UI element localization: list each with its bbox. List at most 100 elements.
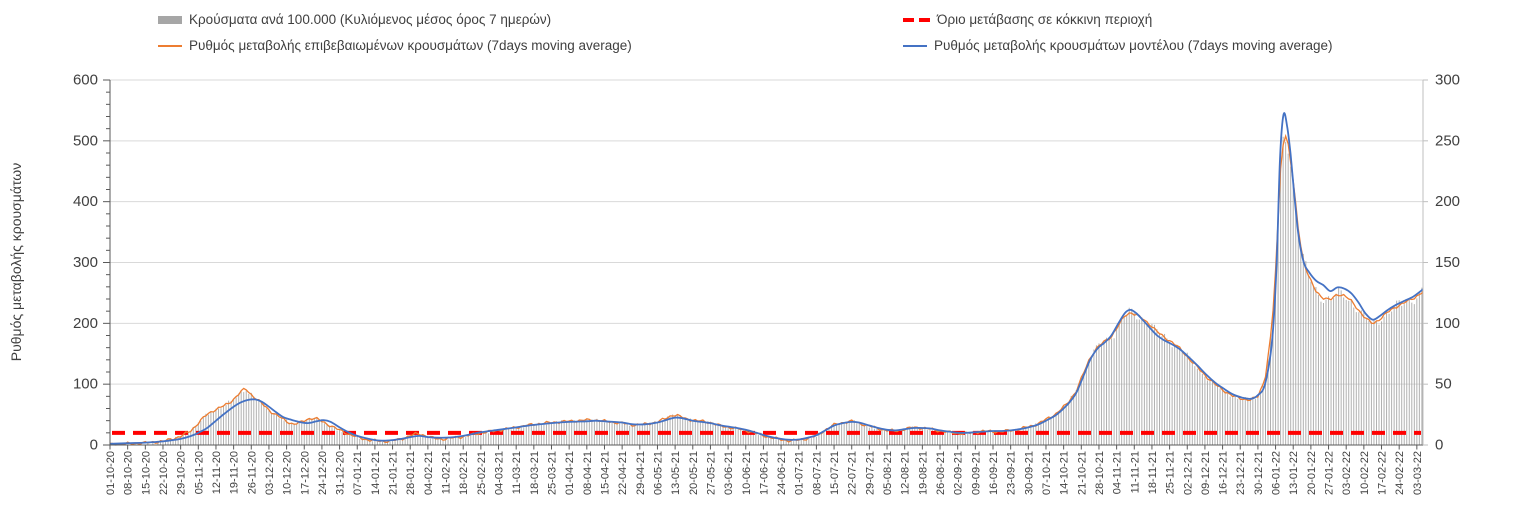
blue-line-swatch-icon	[903, 44, 927, 47]
svg-text:30-09-21: 30-09-21	[1023, 451, 1035, 495]
svg-text:250: 250	[1435, 132, 1460, 149]
svg-text:03-12-20: 03-12-20	[264, 451, 276, 495]
svg-text:27-05-21: 27-05-21	[705, 451, 717, 495]
svg-text:10-06-21: 10-06-21	[741, 451, 753, 495]
svg-text:06-01-22: 06-01-22	[1271, 451, 1283, 495]
svg-text:150: 150	[1435, 254, 1460, 271]
svg-text:11-02-21: 11-02-21	[441, 451, 453, 494]
svg-text:19-11-20: 19-11-20	[229, 451, 241, 494]
svg-text:08-10-20: 08-10-20	[123, 451, 135, 495]
svg-text:03-02-22: 03-02-22	[1341, 451, 1353, 495]
svg-text:300: 300	[1435, 72, 1460, 89]
svg-text:20-01-22: 20-01-22	[1306, 451, 1318, 495]
svg-text:29-10-20: 29-10-20	[176, 451, 188, 495]
svg-text:22-07-21: 22-07-21	[847, 451, 859, 495]
legend-label-model: Ρυθμός μεταβολής κρουσμάτων μοντέλου (7d…	[934, 38, 1333, 53]
svg-text:15-10-20: 15-10-20	[140, 451, 152, 495]
x-axis: 01-10-20 08-10-20 15-10-20 22-10-20 29-10-20…	[105, 445, 1424, 495]
svg-text:600: 600	[73, 72, 98, 89]
svg-text:03-03-22: 03-03-22	[1412, 451, 1424, 495]
gridlines	[110, 79, 1423, 385]
svg-text:26-11-20: 26-11-20	[246, 451, 258, 494]
svg-text:01-04-21: 01-04-21	[564, 451, 576, 495]
svg-text:04-11-21: 04-11-21	[1112, 451, 1124, 494]
legend-item-model: Ρυθμός μεταβολής κρουσμάτων μοντέλου (7d…	[903, 38, 1333, 53]
svg-text:12-11-20: 12-11-20	[211, 451, 223, 494]
y-axis-left: 0 100 200 300 400 500 600	[73, 72, 110, 454]
svg-text:13-05-21: 13-05-21	[670, 451, 682, 495]
svg-text:100: 100	[1435, 315, 1460, 332]
svg-text:19-08-21: 19-08-21	[917, 451, 929, 495]
legend-label-bars: Κρούσματα ανά 100.000 (Κυλιόμενος μέσος …	[189, 12, 552, 27]
svg-text:22-04-21: 22-04-21	[617, 451, 629, 495]
svg-text:50: 50	[1435, 376, 1452, 393]
red-dash-swatch-icon	[903, 17, 930, 22]
svg-text:23-12-21: 23-12-21	[1235, 451, 1247, 495]
svg-text:10-02-22: 10-02-22	[1359, 451, 1371, 495]
svg-text:0: 0	[90, 437, 98, 454]
svg-text:18-11-21: 18-11-21	[1147, 451, 1159, 494]
svg-text:09-09-21: 09-09-21	[970, 451, 982, 495]
svg-text:09-12-21: 09-12-21	[1200, 451, 1212, 495]
legend-label-threshold: Όριο μετάβασης σε κόκκινη περιοχή	[937, 12, 1153, 27]
svg-text:300: 300	[73, 254, 98, 271]
svg-text:0: 0	[1435, 437, 1443, 454]
svg-text:02-09-21: 02-09-21	[953, 451, 965, 495]
svg-text:12-08-21: 12-08-21	[900, 451, 912, 495]
svg-text:200: 200	[73, 315, 98, 332]
svg-text:06-05-21: 06-05-21	[652, 451, 664, 495]
svg-text:17-12-20: 17-12-20	[299, 451, 311, 495]
svg-text:22-10-20: 22-10-20	[158, 451, 170, 495]
y-axis-title: Ρυθμός μεταβολής κρουσμάτων	[8, 162, 24, 362]
svg-text:04-03-21: 04-03-21	[494, 451, 506, 495]
svg-text:24-06-21: 24-06-21	[776, 451, 788, 495]
orange-line-swatch-icon	[158, 44, 182, 47]
svg-text:100: 100	[73, 376, 98, 393]
svg-text:28-10-21: 28-10-21	[1094, 451, 1106, 495]
svg-text:14-01-21: 14-01-21	[370, 451, 382, 495]
svg-text:08-04-21: 08-04-21	[582, 451, 594, 495]
svg-text:02-12-21: 02-12-21	[1182, 451, 1194, 495]
legend-item-threshold: Όριο μετάβασης σε κόκκινη περιοχή	[903, 12, 1152, 27]
svg-text:11-03-21: 11-03-21	[511, 451, 523, 494]
svg-text:14-10-21: 14-10-21	[1059, 451, 1071, 495]
svg-text:11-11-21: 11-11-21	[1129, 451, 1141, 493]
svg-text:21-10-21: 21-10-21	[1076, 451, 1088, 495]
svg-text:13-01-22: 13-01-22	[1288, 451, 1300, 495]
svg-text:18-03-21: 18-03-21	[529, 451, 541, 495]
svg-text:01-10-20: 01-10-20	[105, 451, 117, 495]
svg-text:23-09-21: 23-09-21	[1006, 451, 1018, 495]
svg-text:05-08-21: 05-08-21	[882, 451, 894, 495]
svg-text:04-02-21: 04-02-21	[423, 451, 435, 495]
svg-text:30-12-21: 30-12-21	[1253, 451, 1265, 495]
svg-text:01-07-21: 01-07-21	[794, 451, 806, 495]
svg-text:16-12-21: 16-12-21	[1218, 451, 1230, 495]
svg-text:10-12-20: 10-12-20	[282, 451, 294, 495]
legend-item-confirmed: Ρυθμός μεταβολής επιβεβαιωμένων κρουσμάτ…	[158, 38, 632, 53]
svg-text:29-04-21: 29-04-21	[635, 451, 647, 495]
svg-text:07-10-21: 07-10-21	[1041, 451, 1053, 495]
svg-text:27-01-22: 27-01-22	[1324, 451, 1336, 495]
svg-text:17-06-21: 17-06-21	[758, 451, 770, 495]
svg-text:18-02-21: 18-02-21	[458, 451, 470, 495]
svg-text:21-01-21: 21-01-21	[388, 451, 400, 495]
confirmed-line	[109, 133, 1424, 446]
svg-text:25-03-21: 25-03-21	[547, 451, 559, 495]
bars-series	[134, 136, 1423, 445]
svg-text:24-02-22: 24-02-22	[1394, 451, 1406, 495]
svg-text:15-07-21: 15-07-21	[829, 451, 841, 495]
svg-text:400: 400	[73, 193, 98, 210]
svg-text:08-07-21: 08-07-21	[811, 451, 823, 495]
svg-text:26-08-21: 26-08-21	[935, 451, 947, 495]
gray-bar-swatch-icon	[158, 15, 182, 24]
svg-text:25-11-21: 25-11-21	[1165, 451, 1177, 494]
svg-text:16-09-21: 16-09-21	[988, 451, 1000, 495]
svg-text:05-11-20: 05-11-20	[193, 451, 205, 494]
svg-text:31-12-20: 31-12-20	[335, 451, 347, 495]
svg-text:29-07-21: 29-07-21	[864, 451, 876, 495]
svg-text:03-06-21: 03-06-21	[723, 451, 735, 495]
svg-text:28-01-21: 28-01-21	[405, 451, 417, 495]
legend-item-bars: Κρούσματα ανά 100.000 (Κυλιόμενος μέσος …	[158, 12, 551, 27]
